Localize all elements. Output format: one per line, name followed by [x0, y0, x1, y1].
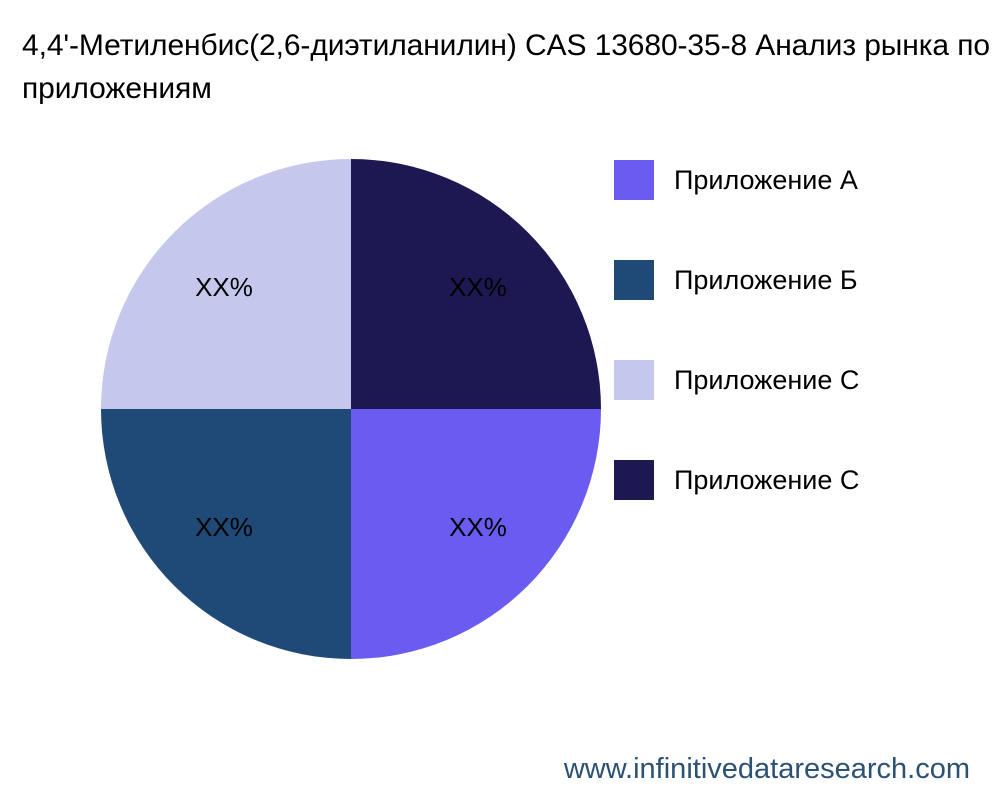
pie-chart-svg: XX% XX% XX% XX% [101, 159, 601, 659]
pie-slice-0[interactable] [351, 159, 601, 409]
pie-chart: XX% XX% XX% XX% [100, 158, 602, 660]
chart-plot-area: XX% XX% XX% XX% Приложение А Приложение … [0, 110, 1000, 730]
source-website-url[interactable]: www.infinitivedataresearch.com [563, 753, 970, 785]
legend: Приложение А Приложение Б Приложение С П… [614, 110, 1000, 730]
pie-slice-label-3: XX% [195, 272, 253, 302]
pie-slice-label-0: XX% [449, 272, 507, 302]
pie-slice-label-1: XX% [449, 512, 507, 542]
page-title: 4,4'-Метиленбис(2,6-диэтиланилин) CAS 13… [22, 29, 990, 105]
legend-swatch-icon [614, 260, 654, 300]
legend-item-prilozhenie-a[interactable]: Приложение А [614, 158, 858, 202]
legend-item-label: Приложение С [674, 464, 860, 495]
legend-item-prilozhenie-s-light[interactable]: Приложение С [614, 358, 859, 402]
pie-slice-1[interactable] [351, 409, 601, 659]
legend-item-label: Приложение Б [674, 264, 858, 295]
legend-item-label: Приложение С [674, 364, 860, 395]
legend-swatch-icon [614, 360, 654, 400]
legend-item-prilozhenie-s-dark[interactable]: Приложение С [614, 458, 859, 502]
legend-item-prilozhenie-b[interactable]: Приложение Б [614, 258, 858, 302]
pie-slice-label-2: XX% [195, 512, 253, 542]
pie-slice-3[interactable] [101, 159, 351, 409]
legend-swatch-icon [614, 460, 654, 500]
legend-swatch-icon [614, 160, 654, 200]
pie-slice-2[interactable] [101, 409, 351, 659]
legend-item-label: Приложение А [674, 164, 858, 195]
